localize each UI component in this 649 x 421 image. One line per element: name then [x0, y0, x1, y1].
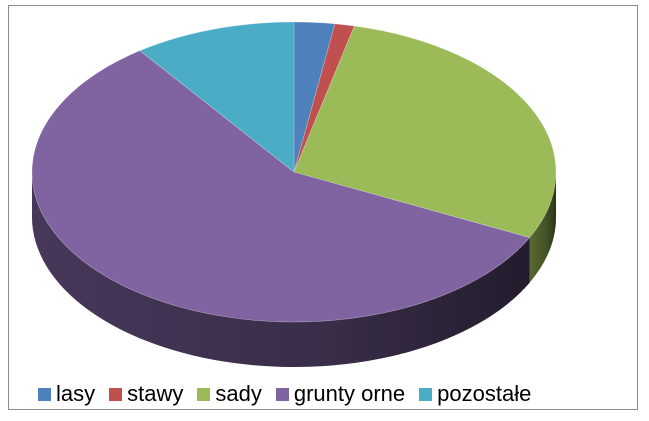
- pie-top: [31, 21, 557, 323]
- pie-side-shading: [31, 172, 530, 367]
- legend-swatch: [197, 387, 211, 401]
- legend-item: lasy: [38, 383, 95, 405]
- legend-label: pozostałe: [437, 381, 532, 406]
- pie-sides: [31, 172, 556, 367]
- legend-item: grunty orne: [275, 381, 406, 406]
- legend-swatch: [275, 387, 289, 401]
- legend-item: pozostałe: [419, 383, 531, 405]
- legend-swatch: [419, 387, 433, 401]
- legend: lasy stawy sady grunty orne pozostałe: [38, 380, 531, 408]
- legend-swatch: [109, 387, 123, 401]
- legend-item: stawy: [109, 383, 183, 405]
- pie-slice-sady: [293, 25, 557, 238]
- legend-label: sady: [215, 381, 262, 406]
- legend-label: lasy: [56, 381, 96, 406]
- legend-swatch: [38, 387, 51, 401]
- pie-slice-pozostałe: [139, 21, 295, 173]
- pie-slice-stawy: [293, 23, 355, 173]
- legend-item: sady: [197, 381, 262, 406]
- pie-side-shading: [529, 172, 556, 283]
- legend-label: grunty orne: [293, 381, 406, 406]
- pie-slice-grunty-orne: [31, 50, 531, 323]
- pie-slice-lasy: [293, 21, 336, 173]
- legend-label: stawy: [127, 381, 184, 406]
